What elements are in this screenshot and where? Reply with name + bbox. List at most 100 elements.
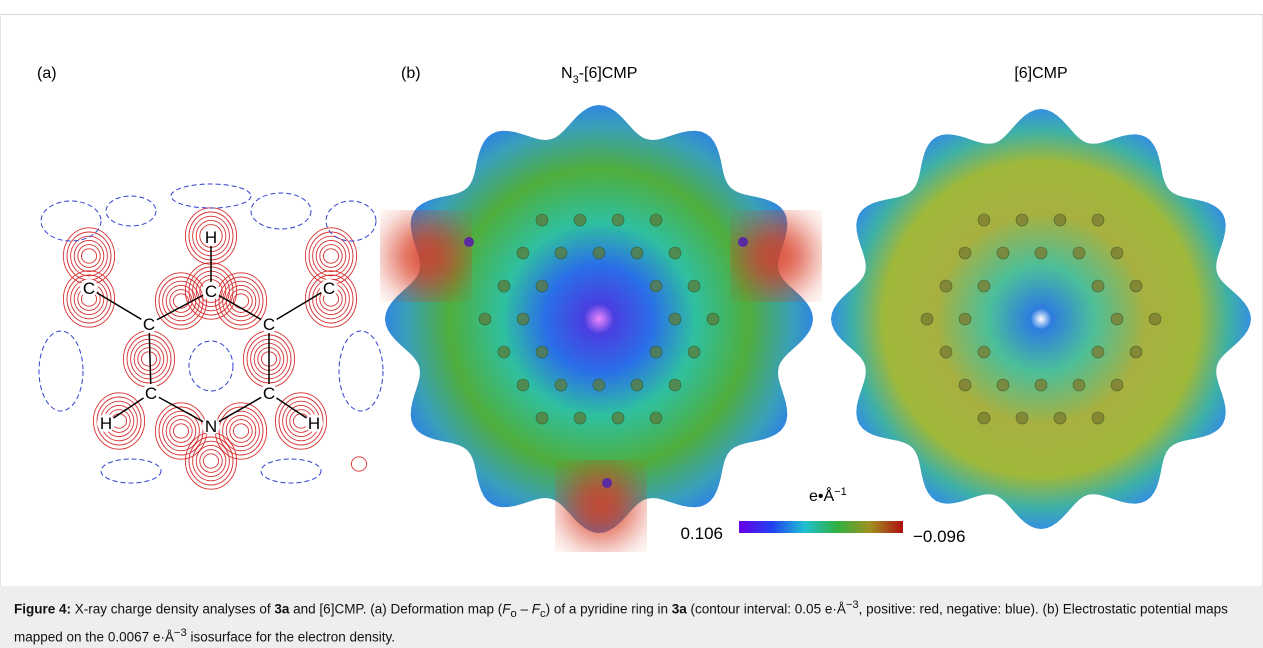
atom — [1073, 379, 1085, 391]
colorbar-max: −0.096 — [913, 527, 965, 546]
atom — [688, 346, 700, 358]
bond — [269, 288, 329, 324]
title-part: N — [561, 65, 573, 82]
negative-contour — [106, 196, 156, 226]
contour — [219, 277, 263, 325]
atom — [997, 379, 1009, 391]
atom — [1092, 412, 1104, 424]
atom — [631, 379, 643, 391]
atom — [707, 313, 719, 325]
unit-part: e•Å — [809, 486, 835, 505]
esp-maps — [385, 105, 1251, 544]
colorbar — [739, 521, 903, 533]
atom-label: C — [83, 279, 95, 298]
panel-label: (b) — [401, 65, 421, 82]
atom — [978, 346, 990, 358]
atom — [669, 313, 681, 325]
atom — [978, 214, 990, 226]
negative-contour — [41, 201, 101, 241]
atom — [517, 247, 529, 259]
atom-label: C — [263, 384, 275, 403]
atom — [959, 313, 971, 325]
atom — [959, 379, 971, 391]
caption-part: X-ray charge density analyses of — [71, 602, 274, 617]
negative-contour — [171, 184, 251, 208]
contour — [313, 236, 350, 276]
negative-contour — [189, 341, 233, 391]
caption-part: −3 — [174, 627, 187, 639]
caption-part: and [6]CMP. (a) Deformation map ( — [289, 602, 502, 617]
contour — [71, 236, 108, 276]
negative-contour — [39, 331, 83, 411]
atom — [612, 412, 624, 424]
title-part: -[6]CMP — [579, 65, 638, 82]
negative-region — [738, 218, 814, 294]
atom-label: H — [100, 414, 112, 433]
atom-label: C — [263, 315, 275, 334]
contour — [67, 232, 111, 280]
atom — [650, 346, 662, 358]
caption-part: 3a — [274, 602, 289, 617]
atom — [1130, 346, 1142, 358]
atom — [978, 280, 990, 292]
panel-label: (a) — [37, 65, 57, 82]
negative-region — [388, 218, 464, 294]
caption-part: ) of a pyridine ring in — [546, 602, 672, 617]
contour — [189, 437, 233, 485]
atom — [1035, 247, 1047, 259]
atom — [1092, 280, 1104, 292]
contour — [159, 407, 203, 455]
nitrogen — [464, 237, 474, 247]
atom — [1016, 412, 1028, 424]
bond — [149, 291, 211, 324]
atom — [1016, 214, 1028, 226]
caption-text: Figure 4: X-ray charge density analyses … — [14, 596, 1249, 647]
contour — [74, 240, 104, 271]
atom — [1035, 379, 1047, 391]
caption: Figure 4: X-ray charge density analyses … — [0, 586, 1263, 648]
contour — [81, 249, 96, 263]
atom — [555, 247, 567, 259]
atom — [536, 214, 548, 226]
atom — [997, 247, 1009, 259]
atom-label: H — [205, 228, 217, 247]
nitrogen — [738, 237, 748, 247]
atom — [1092, 346, 1104, 358]
contour — [226, 415, 256, 446]
atom — [1054, 214, 1066, 226]
atom — [536, 346, 548, 358]
atom — [555, 379, 567, 391]
bond — [211, 393, 269, 426]
contour — [316, 240, 346, 271]
atom-label: C — [143, 315, 155, 334]
bond — [151, 393, 211, 426]
contour — [193, 441, 230, 481]
caption-part: (contour interval: 0.05 e·Å — [687, 602, 846, 617]
contour — [203, 454, 218, 468]
atom — [1111, 247, 1123, 259]
contour — [323, 249, 338, 263]
atom — [1149, 313, 1161, 325]
contour — [223, 411, 260, 451]
atom — [650, 214, 662, 226]
atom — [921, 313, 933, 325]
atom — [978, 412, 990, 424]
atom — [574, 412, 586, 424]
colorbar-min: 0.106 — [680, 524, 723, 543]
negative-contour — [101, 459, 161, 483]
contour — [219, 407, 263, 455]
contour — [163, 281, 200, 321]
atom — [536, 412, 548, 424]
atom — [517, 313, 529, 325]
page: {"panels":{"a":{"label":"(a)","atoms":["… — [0, 0, 1263, 648]
molecule-title: N3-[6]CMP — [561, 65, 637, 86]
negative-contour — [261, 459, 321, 483]
atom — [688, 280, 700, 292]
atom — [1130, 280, 1142, 292]
caption-part: F — [502, 602, 510, 617]
atom — [498, 280, 510, 292]
contour — [173, 424, 188, 438]
atom — [959, 247, 971, 259]
atom — [498, 346, 510, 358]
